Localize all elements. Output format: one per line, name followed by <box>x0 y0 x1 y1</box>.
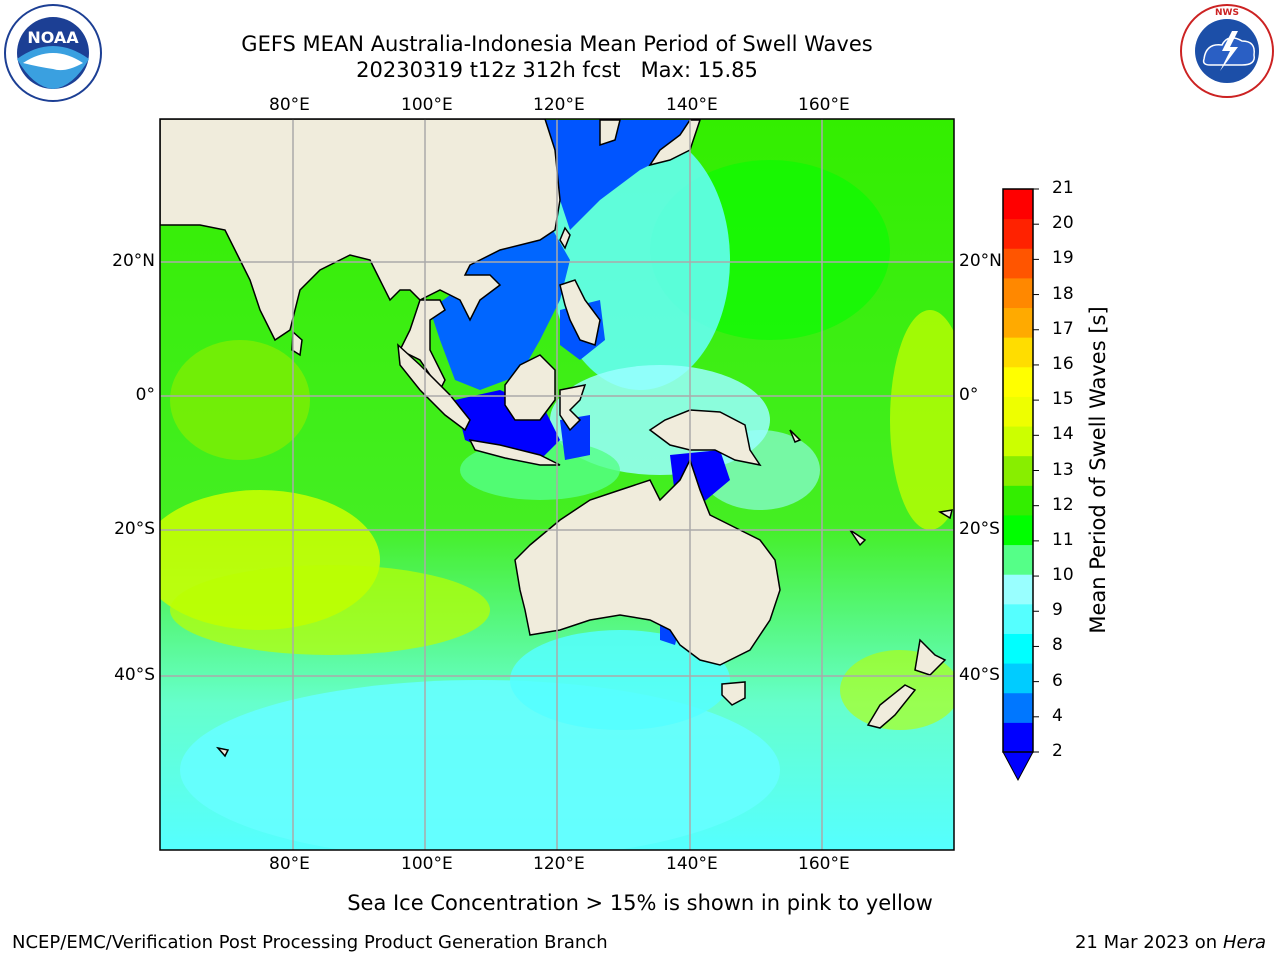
lat-tick-left-2: 20°S <box>114 519 155 539</box>
footer-date: 21 Mar 2023 on Hera <box>1075 932 1266 953</box>
colorbar-extend-arrow <box>1002 751 1034 782</box>
colorbar-swatch-3 <box>1003 633 1033 664</box>
swell-band-cyan <box>510 630 730 730</box>
korea <box>599 119 621 147</box>
chart-subtitle: 20230319 t12z 312h fcst Max: 15.85 <box>356 58 758 82</box>
lat-tick-left-0: 20°N <box>112 251 155 271</box>
footer-credit: NCEP/EMC/Verification Post Processing Pr… <box>12 932 608 953</box>
lon-tick-bottom-0: 80°E <box>269 854 310 874</box>
colorbar-tick-16: 2 <box>1052 741 1063 761</box>
colorbar-swatch-14 <box>1003 307 1033 338</box>
colorbar-tick-5: 16 <box>1052 353 1074 374</box>
nws-logo-icon: NWS <box>1180 4 1274 98</box>
colorbar-swatch-8 <box>1003 485 1033 516</box>
colorbar-tick-15: 4 <box>1052 705 1063 726</box>
colorbar-swatch-4 <box>1003 603 1033 634</box>
kerguelen <box>215 746 230 758</box>
footer-date-text: 21 Mar 2023 on <box>1074 932 1218 953</box>
colorbar-tick-3: 18 <box>1052 283 1074 304</box>
swell-band-yellow <box>890 310 954 530</box>
colorbar-swatch-18 <box>1003 189 1033 220</box>
colorbar-swatch-10 <box>1003 426 1033 457</box>
colorbar-swatch-9 <box>1003 455 1033 486</box>
lat-tick-right-3: 40°S <box>959 665 1000 685</box>
tasmania <box>721 681 746 706</box>
noaa-logo-icon: NOAA <box>4 4 102 102</box>
land <box>160 119 954 758</box>
colorbar-swatch-0 <box>1003 722 1033 753</box>
lon-tick-bottom-4: 160°E <box>798 854 850 874</box>
colorbar-tick-6: 15 <box>1052 389 1074 410</box>
lon-tick-bottom-2: 120°E <box>533 854 585 874</box>
java <box>468 439 561 466</box>
new-zealand-north <box>914 638 947 676</box>
lat-tick-left-3: 40°S <box>114 665 155 685</box>
lon-tick-top-2: 120°E <box>533 95 585 115</box>
colorbar-swatch-7 <box>1003 514 1033 546</box>
solomon-islands <box>789 429 802 443</box>
lat-tick-right-2: 20°S <box>959 519 1000 539</box>
colorbar-swatch-11 <box>1003 396 1033 427</box>
swell-band-green <box>170 340 310 460</box>
colorbar-swatch-15 <box>1003 277 1033 309</box>
borneo <box>504 354 556 421</box>
map-frame <box>159 118 955 851</box>
lon-tick-top-1: 100°E <box>401 95 453 115</box>
colorbar-tick-13: 8 <box>1052 635 1063 656</box>
colorbar-tick-8: 13 <box>1052 459 1074 480</box>
philippines <box>559 279 601 346</box>
colorbar-swatch-16 <box>1003 248 1033 279</box>
japan <box>648 119 702 167</box>
colorbar-swatch-2 <box>1003 663 1033 694</box>
colorbar-tick-1: 20 <box>1052 213 1074 234</box>
new-caledonia <box>849 529 867 547</box>
svg-text:NOAA: NOAA <box>27 28 79 47</box>
lat-tick-left-1: 0° <box>135 385 155 405</box>
swell-band-yellow <box>170 565 490 655</box>
colorbar-tick-12: 9 <box>1052 600 1063 621</box>
colorbar-swatch-1 <box>1003 692 1033 723</box>
colorbar <box>1002 188 1039 782</box>
colorbar-tick-10: 11 <box>1052 529 1074 550</box>
lon-tick-top-4: 160°E <box>798 95 850 115</box>
australia <box>514 458 781 666</box>
colorbar-tick-9: 12 <box>1052 494 1074 515</box>
colorbar-tick-2: 19 <box>1052 248 1074 269</box>
blue-region-east-china-sea <box>545 120 690 230</box>
colorbar-label: Mean Period of Swell Waves [s] <box>1086 306 1110 634</box>
sumatra <box>397 343 471 432</box>
lon-tick-bottom-1: 100°E <box>401 854 453 874</box>
svg-text:NWS: NWS <box>1215 8 1239 18</box>
colorbar-swatch-6 <box>1003 544 1033 575</box>
lat-tick-right-0: 20°N <box>959 251 1002 271</box>
colorbar-tick-7: 14 <box>1052 424 1074 445</box>
colorbar-swatch-5 <box>1003 574 1033 605</box>
colorbar-swatch-13 <box>1003 337 1033 368</box>
lon-tick-bottom-3: 140°E <box>666 854 718 874</box>
colorbar-tick-4: 17 <box>1052 318 1074 339</box>
asia-mainland <box>160 119 561 392</box>
fiji <box>937 509 954 520</box>
chart-title: GEFS MEAN Australia-Indonesia Mean Perio… <box>241 32 873 56</box>
colorbar-tick-0: 21 <box>1052 178 1074 198</box>
graticule <box>160 119 954 850</box>
lon-tick-top-0: 80°E <box>269 95 310 115</box>
lat-tick-right-1: 0° <box>959 385 979 405</box>
colorbar-swatch-12 <box>1003 366 1033 397</box>
lon-tick-top-3: 140°E <box>666 95 718 115</box>
sea-ice-note: Sea Ice Concentration > 15% is shown in … <box>347 891 933 915</box>
footer-machine: Hera <box>1222 932 1266 953</box>
colorbar-tick-11: 10 <box>1052 565 1074 586</box>
colorbar-swatch-17 <box>1003 218 1033 249</box>
new-guinea <box>648 409 762 467</box>
colorbar-tick-14: 6 <box>1052 670 1063 691</box>
taiwan <box>559 226 571 250</box>
new-zealand-south <box>866 684 917 729</box>
